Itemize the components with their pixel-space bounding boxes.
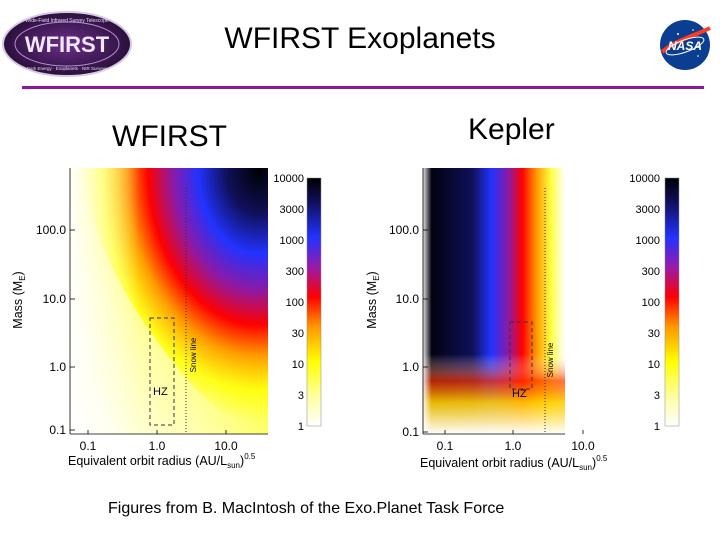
habitable-zone-label: HZ: [512, 388, 527, 400]
wfirst-heatmap-panel: 10000 3000 1000 300 100 30 10 3 1 0.1 1.0 10.0 0.1 1.…: [11, 168, 322, 470]
x-tick-label: 1.0: [505, 439, 522, 453]
x-axis-label: Equivalent orbit radius (AU/Lsun)0.5: [420, 454, 608, 472]
x-tick-label: 10.0: [214, 439, 238, 453]
x-axis-label: Equivalent orbit radius (AU/Lsun)0.5: [68, 452, 256, 470]
colorbar-tick-label: 10: [648, 359, 660, 371]
colorbar-tick-label: 3000: [280, 204, 304, 216]
y-tick-label: 1.0: [402, 360, 419, 374]
habitable-zone-box: [509, 321, 533, 390]
wfirst-panel-label: WFIRST: [112, 120, 227, 153]
colorbar-tick-label: 100: [286, 297, 304, 309]
colorbar-tick-label: 10: [292, 359, 304, 371]
colorbar-tick-label: 3: [654, 390, 660, 402]
colorbar-tick-label: 10000: [629, 173, 660, 185]
colorbar-tick-label: 3000: [636, 204, 660, 216]
y-axis-label: Mass (ME): [365, 271, 381, 328]
wfirst-logo-text: WFIRST: [25, 32, 110, 57]
colorbar-tick-label: 1000: [636, 235, 660, 247]
wfirst-logo: Wide-Field Infrared Survey Telescope WFI…: [2, 11, 132, 77]
colorbar-tick-label: 1000: [280, 235, 304, 247]
y-axis-label: Mass (ME): [11, 271, 27, 328]
kepler-panel-label: Kepler: [468, 113, 555, 146]
colorbar-tick-label: 3: [298, 390, 304, 402]
colorbar-tick-label: 100: [642, 297, 660, 309]
y-tick-label: 100.0: [389, 223, 419, 237]
y-tick-label: 0.1: [49, 423, 66, 437]
colorbar-tick-label: 10000: [273, 173, 304, 185]
heatmap-edge-fade: [70, 168, 268, 434]
snow-line-label: Snow line: [546, 342, 555, 377]
colorbar: [664, 177, 680, 427]
heatmap-edge-fade: [423, 168, 565, 434]
wfirst-logo-ring-text: Wide-Field Infrared Survey Telescope: [25, 18, 108, 24]
figure-caption: Figures from B. MacIntosh of the Exo.Pla…: [108, 500, 505, 517]
colorbar-tick-label: 30: [648, 328, 660, 340]
y-tick-label: 10.0: [396, 292, 420, 306]
colorbar-tick-label: 1: [298, 421, 304, 433]
x-tick-label: 10.0: [571, 439, 595, 453]
y-tick-label: 1.0: [49, 360, 66, 374]
kepler-heatmap-panel: 10000 3000 1000 300 100 30 10 3 1 0.1 1.0 10.0 0.1 1.…: [365, 168, 680, 472]
colorbar: [306, 177, 322, 427]
colorbar-tick-label: 300: [642, 266, 660, 278]
slide-title: WFIRST Exoplanets: [224, 22, 496, 55]
x-tick-label: 1.0: [149, 439, 166, 453]
habitable-zone-label: HZ: [153, 386, 168, 398]
habitable-zone-box: [149, 317, 175, 426]
title-divider: [22, 86, 704, 89]
y-tick-label: 100.0: [36, 223, 66, 237]
x-tick-label: 0.1: [80, 439, 97, 453]
colorbar-tick-label: 300: [286, 266, 304, 278]
colorbar-tick-label: 30: [292, 328, 304, 340]
y-tick-label: 10.0: [43, 292, 67, 306]
colorbar-tick-label: 1: [654, 421, 660, 433]
nasa-logo-text: NASA: [668, 39, 702, 53]
wfirst-logo-bottom-text: Dark Energy · Exoplanets · NIR Surveys: [27, 66, 108, 71]
snow-line-label: Snow line: [189, 337, 198, 372]
y-tick-label: 0.1: [402, 425, 419, 439]
x-tick-label: 0.1: [437, 439, 454, 453]
nasa-logo: NASA: [660, 20, 711, 70]
